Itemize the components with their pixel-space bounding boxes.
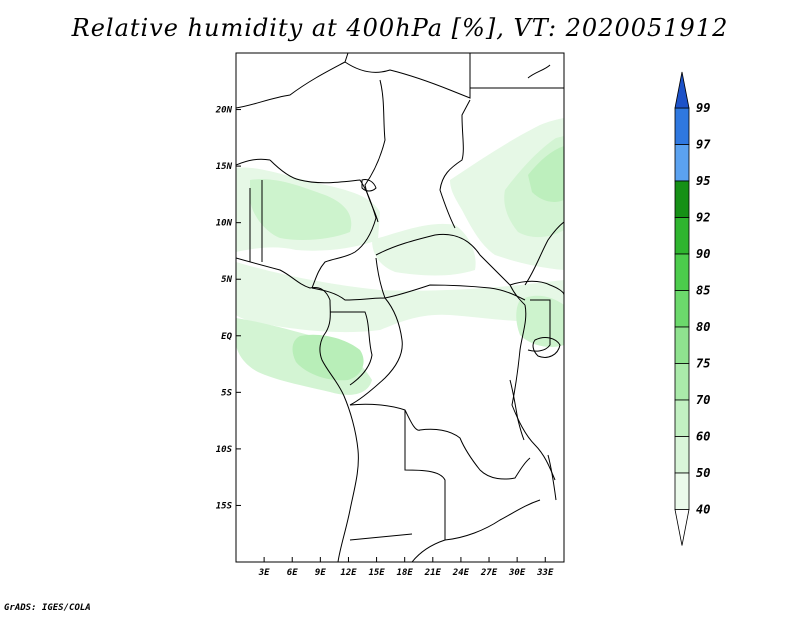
legend-swatch (674, 326, 690, 364)
lat-tick-label: 10N (216, 219, 233, 229)
border-namibia (349, 533, 413, 541)
lon-tick-label: 18E (397, 568, 414, 578)
longitude-axis: 3E 6E 9E 12E 15E 18E 21E 24E 27E 30E 33E (258, 557, 554, 578)
lon-tick-label: 33E (536, 568, 554, 578)
legend-level-label: 99 (696, 101, 710, 115)
legend-swatch (674, 180, 690, 218)
lat-tick-label: 10S (216, 445, 233, 455)
lat-tick-label: 15S (216, 501, 233, 511)
border-sudan-ethiopia (524, 221, 564, 286)
humid-core-gabon (292, 334, 364, 381)
lon-tick-label: 9E (315, 568, 326, 578)
legend-level-label: 97 (696, 138, 711, 152)
lake-chad (361, 179, 377, 192)
legend-swatch (674, 290, 690, 328)
lon-tick-label: 15E (368, 568, 385, 578)
nile-coast (527, 64, 551, 79)
lon-tick-label: 27E (480, 568, 498, 578)
legend-swatch (674, 363, 690, 401)
border-drc-east (511, 304, 556, 481)
border-congo-drc (349, 297, 403, 406)
border-car-south (375, 257, 526, 301)
lon-tick-label: 12E (340, 568, 357, 578)
border-gabon-congo (330, 311, 373, 386)
legend-swatch (674, 107, 690, 145)
humid-band-west-inner (250, 179, 352, 240)
map-title: Relative humidity at 400hPa [%], VT: 202… (71, 14, 729, 42)
border-mali-niger (236, 53, 349, 109)
humid-core-east-inner (528, 146, 564, 203)
legend-level-label: 92 (696, 211, 710, 225)
country-borders (236, 53, 564, 562)
legend-swatch (674, 436, 690, 474)
border-chad-sudan (439, 99, 471, 229)
border-nigeria (269, 159, 377, 289)
legend-level-label: 40 (696, 503, 710, 517)
lat-tick-label: 5S (221, 388, 232, 398)
humid-band-central (236, 262, 564, 333)
legend-level-label: 70 (696, 393, 710, 407)
border-car (375, 233, 526, 306)
legend-swatch (674, 472, 690, 510)
lake-victoria (532, 337, 561, 358)
credit-label: GrADS: IGES/COLA (4, 603, 91, 613)
lat-tick-label: EQ (221, 332, 232, 342)
map-frame (235, 52, 565, 563)
border-south-sudan-east (509, 280, 564, 296)
lake-malawi (547, 454, 557, 501)
border-cameroon (311, 287, 386, 301)
legend-swatch (674, 253, 690, 291)
border-niger-libya (344, 53, 471, 99)
border-east-africa (527, 299, 551, 352)
border-burkina (236, 158, 271, 166)
legend-top-arrow (674, 71, 690, 109)
border-zambia-south (444, 499, 541, 541)
legend-level-label: 90 (696, 247, 710, 261)
lon-tick-label: 24E (452, 568, 470, 578)
humid-band-congo (372, 223, 476, 276)
legend-level-label: 85 (696, 284, 710, 298)
lon-tick-label: 21E (424, 568, 442, 578)
color-legend: 99 97 95 92 90 85 80 75 70 60 50 40 (674, 71, 711, 546)
legend-level-label: 80 (696, 320, 710, 334)
lake-tanganyika (509, 379, 525, 441)
latitude-axis: 20N 15N 10N 5N EQ 5S 10S 15S (215, 106, 241, 511)
legend-bottom-arrow (674, 509, 690, 546)
lon-tick-label: 6E (287, 568, 298, 578)
lon-tick-label: 30E (508, 568, 526, 578)
coastline-west (236, 257, 359, 562)
legend-level-label: 95 (696, 174, 710, 188)
border-drc-south (349, 403, 531, 480)
legend-level-label: 75 (696, 357, 710, 371)
lat-tick-label: 5N (221, 275, 232, 285)
legend-swatch (674, 217, 690, 255)
lat-tick-label: 15N (216, 162, 233, 172)
legend-level-label: 50 (696, 466, 710, 480)
lat-tick-label: 20N (215, 106, 233, 116)
border-angola-zambia (404, 410, 446, 562)
humidity-shading (236, 118, 564, 395)
lon-tick-label: 3E (258, 568, 270, 578)
legend-swatch (674, 144, 690, 182)
legend-swatch (674, 399, 690, 437)
humid-patch-great-lakes (516, 295, 564, 347)
legend-level-label: 60 (696, 430, 710, 444)
